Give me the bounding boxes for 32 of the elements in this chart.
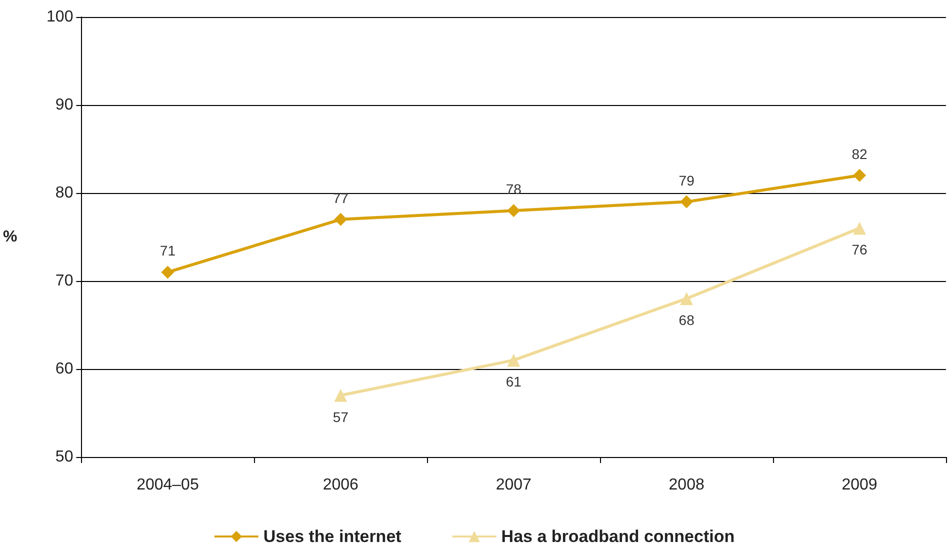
data-label: 61 (506, 374, 522, 390)
point (334, 388, 348, 402)
point (161, 266, 174, 279)
x-tick-label: 2008 (668, 476, 704, 494)
point (680, 195, 694, 208)
x-tick-label: 2007 (496, 476, 532, 494)
y-axis-title: % (2, 228, 18, 246)
point (507, 204, 520, 218)
point (853, 222, 866, 235)
y-tick-label: 50 (55, 448, 74, 466)
legend-label: Uses the internet (263, 527, 402, 546)
legend-label: Has a broadband connection (501, 527, 735, 546)
y-tick-label: 90 (55, 96, 74, 114)
data-label: 82 (852, 146, 868, 162)
data-label: 57 (332, 408, 349, 425)
data-label: 77 (332, 190, 349, 206)
y-tick-label: 60 (55, 360, 74, 378)
y-tick-label: 80 (55, 184, 74, 202)
data-label: 68 (678, 312, 695, 328)
data-label: 71 (160, 242, 176, 259)
point (680, 292, 694, 306)
data-label: 78 (506, 181, 522, 198)
point (853, 168, 866, 182)
point (507, 354, 520, 367)
x-tick-label: 2004–05 (136, 476, 199, 494)
data-label: 79 (678, 172, 695, 188)
data-label: 76 (852, 242, 868, 258)
y-tick-label: 100 (46, 8, 74, 26)
point (334, 212, 348, 226)
y-tick-label: 70 (55, 272, 74, 290)
x-tick-label: 2009 (842, 476, 878, 494)
x-tick-label: 2006 (322, 476, 359, 494)
